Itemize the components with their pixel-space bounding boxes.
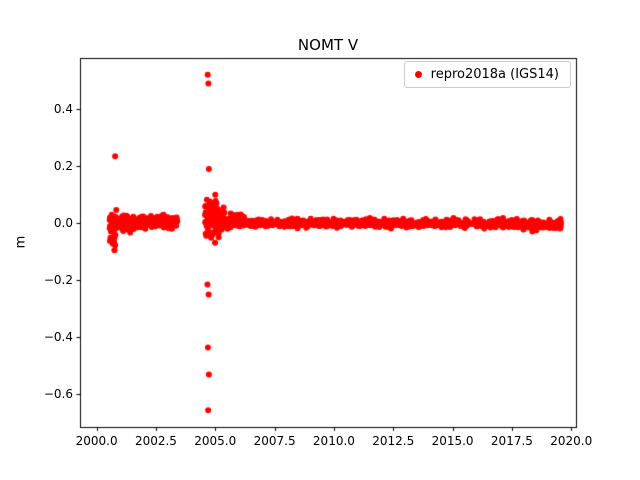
chart-title: NOMT V: [297, 36, 359, 54]
y-tick-label: −0.4: [43, 330, 73, 345]
legend: repro2018a (IGS14): [403, 61, 571, 88]
y-tick-label: 0.4: [53, 102, 73, 117]
y-tick-label: 0.0: [53, 216, 73, 231]
x-tick-label: 2020.0: [550, 434, 593, 448]
y-tick-label: −0.2: [43, 273, 73, 288]
x-tick-label: 2017.5: [490, 434, 533, 448]
x-tick-label: 2005.0: [194, 434, 237, 448]
x-tick-label: 2015.0: [431, 434, 474, 448]
x-tick-label: 2010.0: [312, 434, 355, 448]
legend-label: repro2018a (IGS14): [430, 67, 559, 82]
y-axis-label: m: [13, 235, 29, 249]
y-tick-label: 0.2: [53, 159, 73, 174]
x-tick-label: 2002.5: [134, 434, 177, 448]
x-tick-label: 2012.5: [372, 434, 415, 448]
x-tick-label: 2007.5: [253, 434, 296, 448]
y-tick-label: −0.6: [43, 387, 73, 402]
x-tick-label: 2000.0: [75, 434, 118, 448]
legend-marker-dot: [414, 71, 422, 78]
